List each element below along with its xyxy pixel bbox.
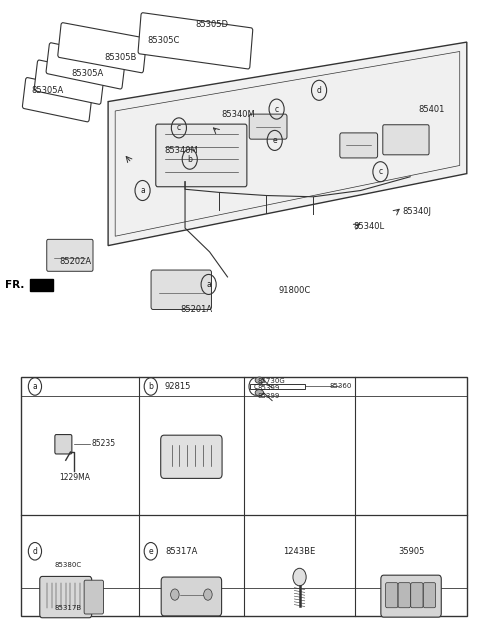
FancyBboxPatch shape: [398, 582, 410, 608]
FancyBboxPatch shape: [161, 435, 222, 479]
Text: c: c: [378, 167, 383, 176]
Text: 85399: 85399: [257, 386, 279, 391]
Text: 85380C: 85380C: [55, 562, 82, 568]
FancyBboxPatch shape: [156, 124, 247, 187]
FancyBboxPatch shape: [385, 582, 398, 608]
Text: 85730G: 85730G: [257, 379, 285, 384]
Text: a: a: [140, 186, 145, 195]
Text: 85360: 85360: [330, 384, 352, 389]
FancyBboxPatch shape: [161, 577, 222, 616]
Text: d: d: [317, 86, 322, 95]
Text: 85305A: 85305A: [31, 86, 63, 95]
Text: a: a: [33, 382, 37, 391]
Text: c: c: [253, 382, 258, 391]
Text: 85340L: 85340L: [354, 222, 384, 231]
Bar: [21, 377, 467, 616]
FancyBboxPatch shape: [423, 582, 436, 608]
Text: 91800C: 91800C: [278, 286, 310, 295]
Text: 92815: 92815: [165, 382, 192, 391]
FancyBboxPatch shape: [23, 77, 92, 122]
Text: 85202A: 85202A: [60, 257, 92, 267]
Polygon shape: [108, 42, 467, 245]
FancyBboxPatch shape: [249, 114, 287, 139]
Text: 85401: 85401: [418, 104, 444, 114]
Polygon shape: [30, 279, 53, 291]
Circle shape: [293, 568, 306, 586]
Text: 85305D: 85305D: [195, 20, 228, 29]
FancyBboxPatch shape: [383, 125, 429, 155]
Text: b: b: [148, 382, 153, 391]
FancyBboxPatch shape: [151, 270, 212, 309]
Text: 85235: 85235: [92, 440, 116, 448]
Circle shape: [204, 589, 212, 600]
Text: 85399: 85399: [257, 393, 279, 399]
Text: FR.: FR.: [5, 280, 24, 290]
Text: c: c: [275, 104, 279, 114]
FancyBboxPatch shape: [40, 576, 92, 618]
Text: d: d: [33, 547, 37, 556]
FancyBboxPatch shape: [84, 580, 104, 614]
Bar: [250, 384, 305, 389]
Text: e: e: [273, 136, 277, 145]
FancyBboxPatch shape: [58, 23, 146, 73]
FancyBboxPatch shape: [55, 435, 72, 454]
Ellipse shape: [255, 389, 264, 396]
Text: a: a: [206, 280, 211, 289]
Text: 35905: 35905: [398, 547, 424, 556]
FancyBboxPatch shape: [34, 60, 104, 104]
FancyBboxPatch shape: [340, 133, 378, 158]
FancyBboxPatch shape: [381, 575, 441, 617]
Text: 85340M: 85340M: [221, 109, 255, 119]
Circle shape: [170, 589, 179, 600]
FancyBboxPatch shape: [47, 240, 93, 271]
FancyBboxPatch shape: [138, 13, 253, 69]
Text: 85305A: 85305A: [72, 69, 104, 78]
Text: 85201A: 85201A: [180, 305, 213, 314]
Text: 85317B: 85317B: [55, 605, 82, 611]
Text: 1229MA: 1229MA: [59, 472, 90, 482]
Ellipse shape: [255, 377, 264, 383]
Text: 85340J: 85340J: [402, 207, 431, 216]
Text: b: b: [187, 155, 192, 164]
FancyBboxPatch shape: [46, 43, 125, 89]
Text: e: e: [148, 547, 153, 556]
Text: 85317A: 85317A: [165, 547, 197, 556]
Text: 85305B: 85305B: [105, 53, 137, 62]
Text: c: c: [177, 123, 181, 132]
Text: 85305C: 85305C: [147, 36, 180, 45]
Text: 1243BE: 1243BE: [283, 547, 316, 556]
Text: 85340M: 85340M: [165, 146, 199, 155]
FancyBboxPatch shape: [411, 582, 423, 608]
